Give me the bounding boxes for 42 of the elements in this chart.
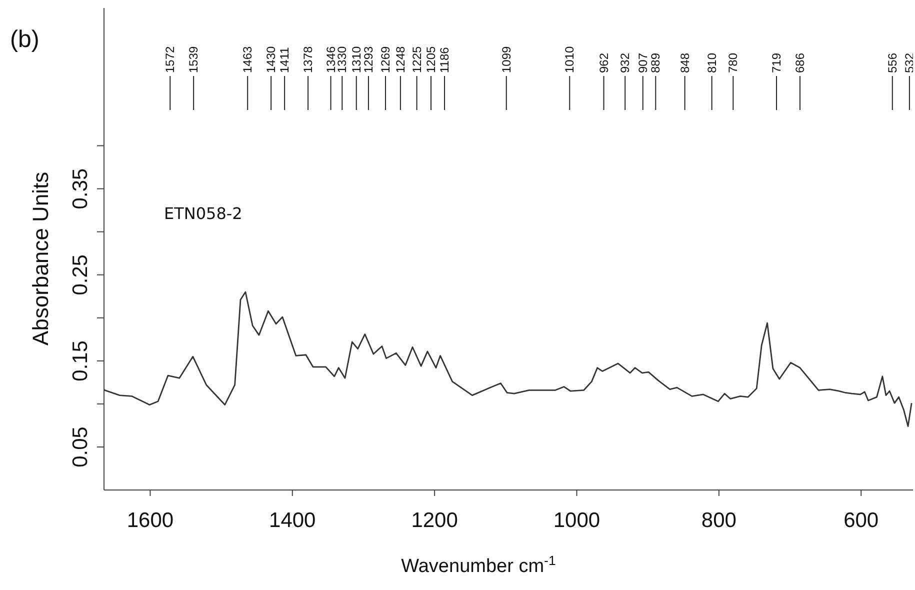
y-tick-label: 0.35 (69, 168, 92, 210)
ref-line-label: 1346 (324, 46, 338, 73)
ref-line-label: 780 (726, 52, 740, 73)
x-tick-label: 800 (701, 508, 736, 532)
ref-line-label: 556 (885, 52, 900, 73)
ref-line-label: 1099 (499, 46, 514, 73)
ref-line-label: 932 (618, 52, 632, 73)
x-tick-label: 600 (844, 508, 879, 532)
ref-line-label: 1539 (186, 46, 201, 73)
ref-line-label: 1430 (264, 46, 278, 73)
ref-line-label: 1411 (278, 46, 292, 73)
ref-line-label: 1186 (438, 46, 452, 73)
ref-line-label: 1378 (301, 46, 316, 73)
x-tick-label: 1000 (553, 508, 600, 532)
ref-line-label: 810 (704, 52, 719, 73)
ref-line-label: 907 (636, 52, 650, 73)
annotation: ETN058-2 (164, 204, 242, 223)
y-tick-label: 0.15 (69, 340, 92, 382)
ref-line-label: 1225 (410, 46, 424, 73)
y-axis-title: Absorbance Units (28, 172, 53, 346)
ref-line-label: 1463 (240, 46, 255, 73)
y-tick-label: 0.05 (69, 426, 92, 468)
ref-line-label: 1293 (361, 46, 376, 73)
ref-line-label: 1330 (335, 46, 350, 73)
ref-line-label: 962 (596, 52, 611, 73)
y-tick-label: 0.25 (69, 254, 92, 296)
ref-line-label: 1248 (393, 46, 408, 73)
ref-line-label: 889 (648, 52, 663, 73)
ref-line-label: 719 (770, 52, 784, 73)
ref-line-label: 1205 (424, 46, 438, 73)
x-tick-label: 1400 (269, 508, 316, 532)
ref-line-label: 1310 (349, 46, 364, 73)
ref-line-label: 1010 (562, 46, 577, 73)
line-series (104, 291, 912, 428)
text: (b) (10, 26, 40, 54)
ref-line-label: 1572 (163, 46, 178, 73)
x-tick-label: 1200 (411, 508, 458, 532)
x-axis-title: Wavenumber cm$^{-1}$ (401, 552, 556, 577)
ref-line-label: 848 (678, 52, 692, 73)
ref-line-label: 1269 (378, 46, 393, 73)
ref-line-label: 686 (792, 52, 807, 73)
x-tick-label: 1600 (126, 508, 174, 532)
